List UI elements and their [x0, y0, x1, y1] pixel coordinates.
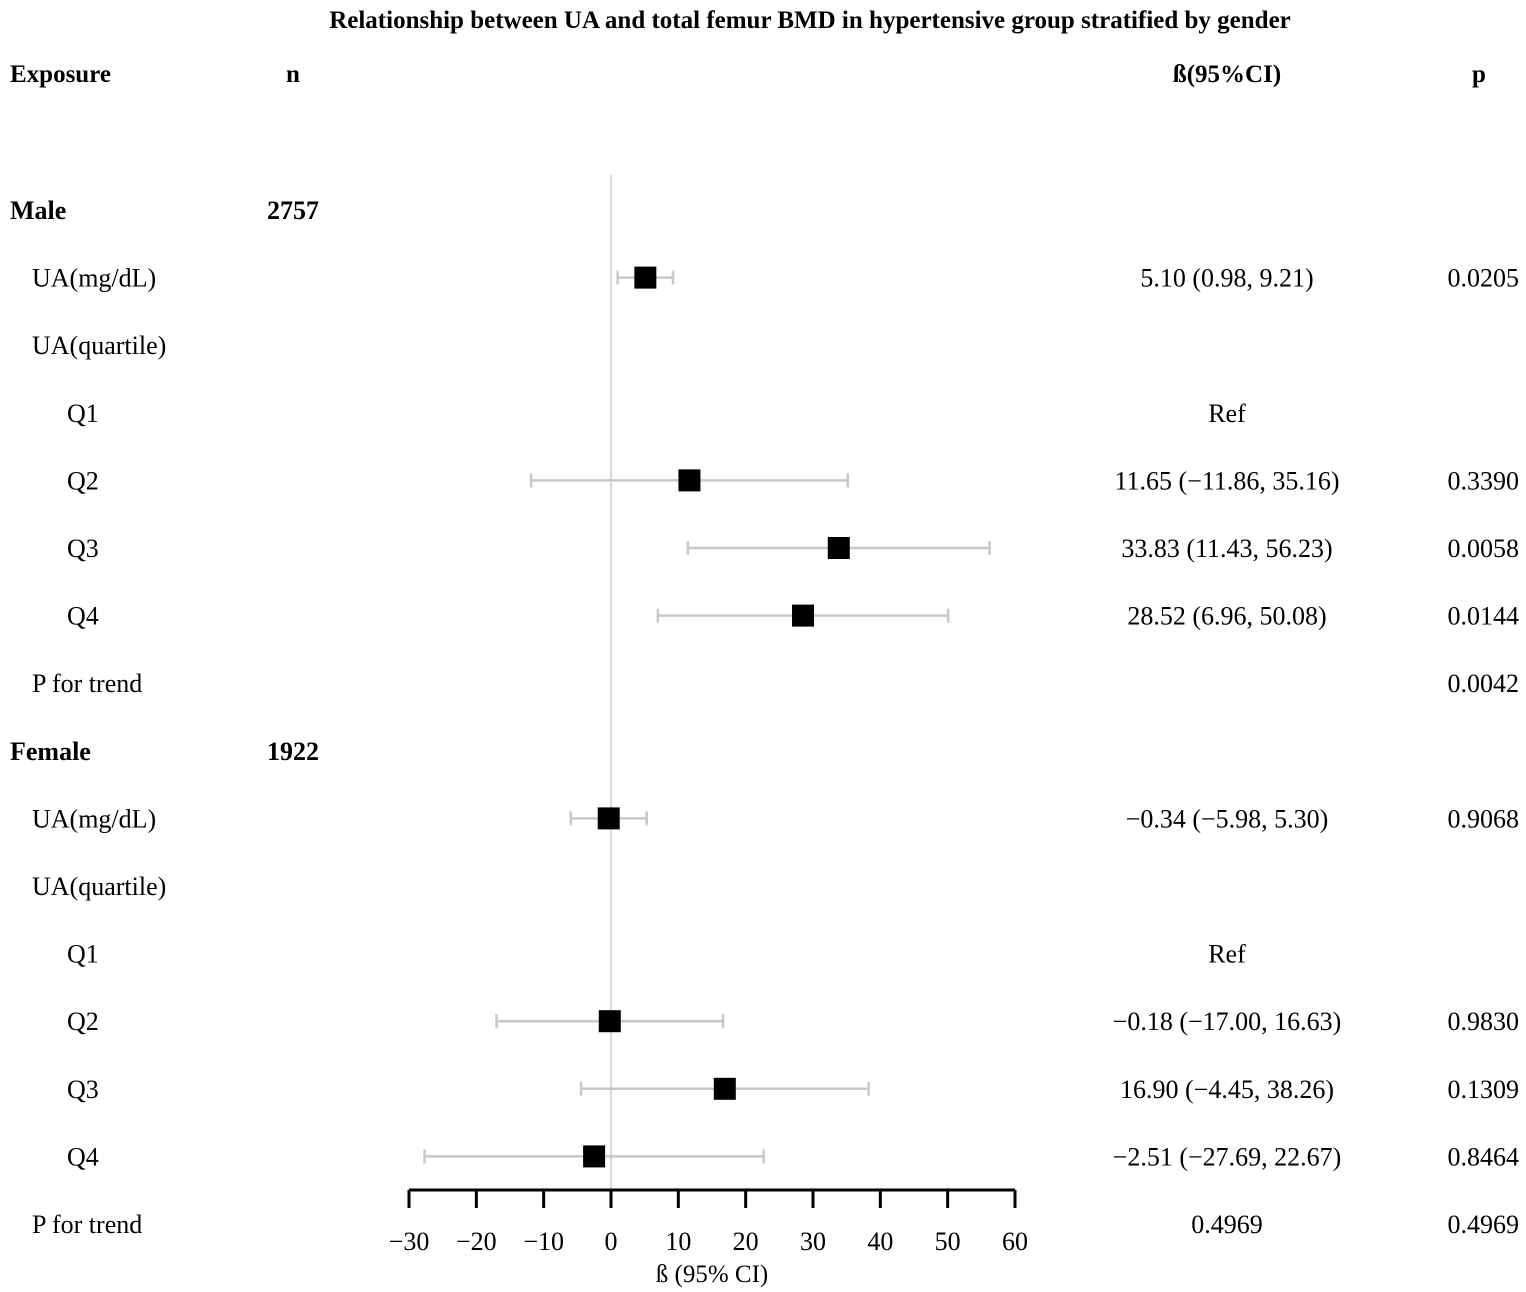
x-axis-label: ß (95% CI)	[656, 1261, 768, 1288]
point-estimate	[827, 537, 850, 559]
row-beta-ci: 11.65 (−11.86, 35.16)	[1114, 466, 1339, 495]
forest-row: Q1 Ref	[67, 399, 1246, 428]
x-tick-label: 60	[1002, 1227, 1028, 1256]
chart-title: Relationship between UA and total femur …	[329, 7, 1291, 34]
x-tick-label: 0	[605, 1227, 618, 1256]
row-label: Q4	[67, 1142, 99, 1171]
forest-row: Q1 Ref	[67, 940, 1246, 969]
column-header-p: p	[1472, 61, 1486, 88]
forest-row: Q2 −0.18 (−17.00, 16.63) 0.9830	[67, 1007, 1519, 1036]
point-estimate	[792, 604, 815, 627]
forest-row: Male 2757	[10, 196, 319, 225]
forest-row: UA(quartile)	[32, 872, 166, 901]
x-tick-label: 50	[935, 1227, 961, 1256]
row-n: 2757	[267, 196, 319, 225]
row-beta-ci: Ref	[1208, 940, 1246, 969]
column-header-exposure: Exposure	[10, 61, 111, 88]
forest-row: P for trend 0.0042	[32, 669, 1519, 698]
forest-row: Q3 33.83 (11.43, 56.23) 0.0058	[67, 534, 1519, 563]
row-beta-ci: 5.10 (0.98, 9.21)	[1140, 264, 1313, 293]
row-p-value: 0.0144	[1448, 602, 1520, 631]
column-header-beta-ci: ß(95%CI)	[1173, 61, 1281, 88]
row-beta-ci: 0.4969	[1191, 1210, 1263, 1239]
row-label: Male	[10, 196, 66, 225]
row-beta-ci: 33.83 (11.43, 56.23)	[1121, 534, 1332, 563]
row-label: UA(mg/dL)	[32, 804, 156, 833]
point-estimate	[583, 1145, 606, 1168]
row-p-value: 0.1309	[1448, 1075, 1520, 1104]
x-tick-label: −30	[389, 1227, 430, 1256]
row-label: Q4	[67, 602, 99, 631]
x-tick-label: 40	[867, 1227, 893, 1256]
row-label: Q1	[67, 940, 99, 969]
x-tick-label: −20	[456, 1227, 497, 1256]
row-label: P for trend	[32, 669, 142, 698]
forest-row: UA(mg/dL) −0.34 (−5.98, 5.30) 0.9068	[32, 804, 1519, 833]
row-beta-ci: 28.52 (6.96, 50.08)	[1127, 602, 1326, 631]
row-p-value: 0.0205	[1448, 264, 1520, 293]
row-p-value: 0.0042	[1448, 669, 1520, 698]
row-label: Q2	[67, 1007, 99, 1036]
row-label: UA(quartile)	[32, 331, 166, 360]
forest-rows: Male 2757 UA(mg/dL) 5.10 (0.98, 9.21) 0.0205…	[10, 196, 1519, 1239]
point-estimate	[634, 266, 657, 289]
point-estimate	[678, 469, 701, 492]
row-beta-ci: 16.90 (−4.45, 38.26)	[1120, 1075, 1334, 1104]
row-beta-ci: Ref	[1208, 399, 1246, 428]
row-p-value: 0.4969	[1448, 1210, 1520, 1239]
row-label: Q2	[67, 466, 99, 495]
point-estimate	[713, 1077, 736, 1100]
row-p-value: 0.9830	[1448, 1007, 1520, 1036]
row-label: Q3	[67, 534, 99, 563]
column-header-n: n	[286, 61, 300, 88]
row-p-value: 0.3390	[1448, 466, 1520, 495]
row-label: Q1	[67, 399, 99, 428]
forest-row: Q2 11.65 (−11.86, 35.16) 0.3390	[67, 466, 1519, 495]
row-p-value: 0.9068	[1448, 804, 1520, 833]
x-tick-label: −10	[523, 1227, 564, 1256]
forest-row: UA(mg/dL) 5.10 (0.98, 9.21) 0.0205	[32, 264, 1519, 293]
row-p-value: 0.8464	[1448, 1142, 1520, 1171]
row-label: Q3	[67, 1075, 99, 1104]
x-tick-label: 20	[733, 1227, 759, 1256]
row-label: UA(mg/dL)	[32, 264, 156, 293]
x-axis: −30 −20 −10 0 10 20 30 40 50 60	[389, 1188, 1028, 1256]
x-tick-label: 10	[665, 1227, 691, 1256]
row-label: Female	[10, 737, 91, 766]
row-p-value: 0.0058	[1448, 534, 1520, 563]
forest-row: Q4 28.52 (6.96, 50.08) 0.0144	[67, 602, 1519, 631]
x-tick-label: 30	[800, 1227, 826, 1256]
row-beta-ci: −2.51 (−27.69, 22.67)	[1113, 1142, 1342, 1171]
point-estimate	[597, 807, 620, 830]
forest-row: Female 1922	[10, 737, 319, 766]
row-beta-ci: −0.34 (−5.98, 5.30)	[1126, 804, 1329, 833]
row-label: UA(quartile)	[32, 872, 166, 901]
forest-row: P for trend 0.4969 0.4969	[32, 1210, 1519, 1239]
row-beta-ci: −0.18 (−17.00, 16.63)	[1113, 1007, 1342, 1036]
point-estimate	[598, 1010, 621, 1033]
forest-row: UA(quartile)	[32, 331, 166, 360]
forest-row: Q3 16.90 (−4.45, 38.26) 0.1309	[67, 1075, 1519, 1104]
row-label: P for trend	[32, 1210, 142, 1239]
row-n: 1922	[267, 737, 319, 766]
forest-row: Q4 −2.51 (−27.69, 22.67) 0.8464	[67, 1142, 1519, 1171]
